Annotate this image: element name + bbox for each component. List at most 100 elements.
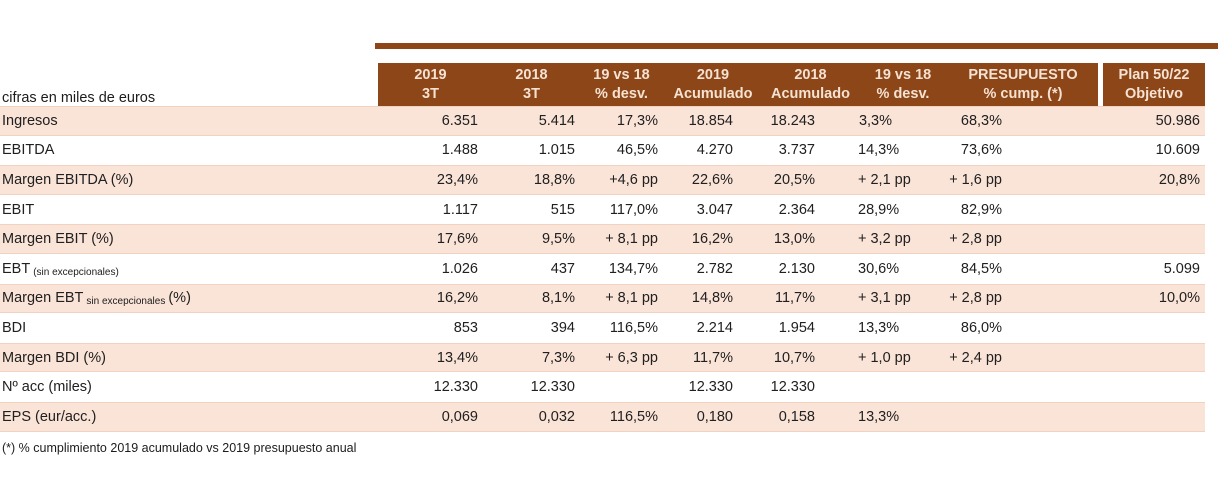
table-row: Margen EBT sin excepcionales (%) 16,2% 8,1% +… bbox=[0, 283, 1205, 314]
table-row: Margen EBITDA (%) 23,4% 18,8% +4,6 pp 22,6% 2… bbox=[0, 165, 1205, 195]
table-cell: 50.986 bbox=[1155, 112, 1200, 129]
table-cell: 20,8% bbox=[1158, 171, 1200, 188]
table-cell: + 2,1 pp bbox=[858, 171, 911, 188]
column-header: 19 vs 18 % desv. bbox=[858, 63, 948, 106]
table-header: 2019 3T 2018 3T 19 vs 18 % desv. 2019 Acumulado… bbox=[0, 63, 1205, 106]
row-label: EBIT bbox=[0, 202, 378, 218]
table-cell: 9,5% bbox=[541, 231, 575, 248]
column-header: PRESUPUESTO % cump. (*) bbox=[948, 63, 1098, 106]
table-cell: 11,7% bbox=[692, 349, 733, 366]
table-cell: 2.364 bbox=[778, 201, 815, 218]
row-label: EBITDA bbox=[0, 142, 378, 158]
column-header-line2: 3T bbox=[523, 85, 540, 102]
row-label-text: Margen EBIT (%) bbox=[2, 231, 114, 248]
table-cell: 1.954 bbox=[778, 319, 815, 336]
column-header-line1: 2019 bbox=[696, 66, 730, 83]
financial-table: 2019 3T 2018 3T 19 vs 18 % desv. 2019 Acumulado… bbox=[0, 63, 1205, 432]
table-cell: 2.782 bbox=[696, 260, 733, 277]
table-cell: 394 bbox=[550, 319, 575, 336]
table-cell: 0,069 bbox=[441, 408, 478, 425]
table-cell: 7,3% bbox=[541, 349, 575, 366]
row-label: Margen EBITDA (%) bbox=[0, 172, 378, 188]
table-cell: 116,5% bbox=[609, 408, 658, 425]
table-cell: 11,7% bbox=[774, 290, 815, 307]
table-cell: 1.015 bbox=[538, 142, 575, 159]
table-cell: 30,6% bbox=[858, 260, 900, 277]
column-header-line2: % cump. (*) bbox=[983, 85, 1063, 102]
table-cell: + 8,1 pp bbox=[605, 231, 658, 248]
table-cell: 12.330 bbox=[688, 379, 733, 396]
row-label: Margen BDI (%) bbox=[0, 350, 378, 366]
row-label: EBT (sin excepcionales) bbox=[0, 260, 378, 278]
table-cell: 82,9% bbox=[960, 201, 1002, 218]
row-label: EPS (eur/acc.) bbox=[0, 409, 378, 425]
column-header: Plan 50/22 Objetivo bbox=[1103, 63, 1205, 106]
column-header: 2019 Acumulado bbox=[663, 63, 763, 106]
table-row: EPS (eur/acc.) 0,069 0,032 116,5% 0,180 0,158… bbox=[0, 401, 1205, 432]
table-row: Margen EBIT (%) 17,6% 9,5% + 8,1 pp 16,2% 13,… bbox=[0, 224, 1205, 254]
table-cell: +4,6 pp bbox=[609, 171, 658, 188]
column-header-line2: 3T bbox=[422, 85, 439, 102]
column-header-line1: 2018 bbox=[794, 66, 827, 83]
row-label-text: EBIT bbox=[2, 201, 35, 218]
table-cell: 134,7% bbox=[608, 260, 658, 277]
table-cell: 10,7% bbox=[773, 349, 815, 366]
table-cell: 853 bbox=[453, 319, 478, 336]
row-label-text: EBITDA bbox=[2, 142, 55, 159]
table-cell: 16,2% bbox=[436, 290, 478, 307]
table-cell: 14,8% bbox=[691, 290, 733, 307]
table-cell: 12.330 bbox=[433, 379, 478, 396]
column-header-line2: % desv. bbox=[876, 85, 930, 102]
table-cell: 16,2% bbox=[691, 231, 733, 248]
row-label-subscript: sin excepcionales bbox=[86, 296, 166, 308]
table-cell: 13,3% bbox=[858, 408, 900, 425]
header-group-plan: Plan 50/22 Objetivo bbox=[1103, 63, 1205, 106]
table-cell: 12.330 bbox=[530, 379, 575, 396]
table-cell: 0,158 bbox=[778, 408, 815, 425]
table-cell: 3,3% bbox=[858, 112, 892, 129]
column-header-line2: Objetivo bbox=[1124, 85, 1183, 102]
table-cell: 13,4% bbox=[436, 349, 478, 366]
column-header-line1: 2018 bbox=[515, 66, 548, 83]
row-label: Margen EBT sin excepcionales (%) bbox=[0, 290, 378, 308]
table-cell: 20,5% bbox=[773, 171, 815, 188]
footnote: (*) % cumplimiento 2019 acumulado vs 201… bbox=[2, 441, 357, 455]
table-cell: 86,0% bbox=[960, 319, 1002, 336]
column-header: 19 vs 18 % desv. bbox=[580, 63, 663, 106]
table-cell: 5.414 bbox=[538, 112, 575, 129]
column-header: 2018 3T bbox=[483, 63, 580, 106]
table-cell: 12.330 bbox=[770, 379, 815, 396]
table-cell: 10.609 bbox=[1155, 142, 1200, 159]
column-header-line2: Acumulado bbox=[771, 85, 850, 102]
row-label-text: Nº acc (miles) bbox=[2, 379, 92, 396]
row-label: BDI bbox=[0, 320, 378, 336]
table-cell: 1.117 bbox=[442, 201, 478, 218]
table-cell: 6.351 bbox=[441, 112, 478, 129]
table-cell: 2.130 bbox=[778, 260, 815, 277]
table-cell: 515 bbox=[550, 201, 575, 218]
table-row: EBITDA 1.488 1.015 46,5% 4.270 3.737 14,3% 73,6… bbox=[0, 135, 1205, 166]
column-header: 2019 3T bbox=[378, 63, 483, 106]
row-label-text: EBT bbox=[2, 260, 31, 277]
table-row: Ingresos 6.351 5.414 17,3% 18.854 18.243 3,3% 6… bbox=[0, 106, 1205, 136]
row-label-text: EPS (eur/acc.) bbox=[2, 408, 97, 425]
row-label: Margen EBIT (%) bbox=[0, 231, 378, 247]
accent-bar bbox=[375, 43, 1218, 49]
table-cell: + 1,6 pp bbox=[949, 171, 1002, 188]
table-cell: 17,6% bbox=[436, 231, 478, 248]
table-cell: 3.047 bbox=[696, 201, 733, 218]
table-cell: + 2,8 pp bbox=[949, 231, 1002, 248]
table-cell: 10,0% bbox=[1158, 290, 1200, 307]
table-cell: + 2,8 pp bbox=[949, 290, 1002, 307]
table-cell: + 6,3 pp bbox=[605, 349, 658, 366]
table-cell: 68,3% bbox=[960, 112, 1002, 129]
table-cell: + 1,0 pp bbox=[858, 349, 911, 366]
table-cell: 13,0% bbox=[773, 231, 815, 248]
row-label-text: Margen EBITDA (%) bbox=[2, 171, 134, 188]
row-label-text: BDI bbox=[2, 319, 27, 336]
table-cell: 0,032 bbox=[538, 408, 575, 425]
table-cell: 13,3% bbox=[858, 319, 900, 336]
row-label-text: Margen BDI (%) bbox=[2, 349, 106, 366]
column-header-line1: Plan 50/22 bbox=[1118, 66, 1190, 83]
